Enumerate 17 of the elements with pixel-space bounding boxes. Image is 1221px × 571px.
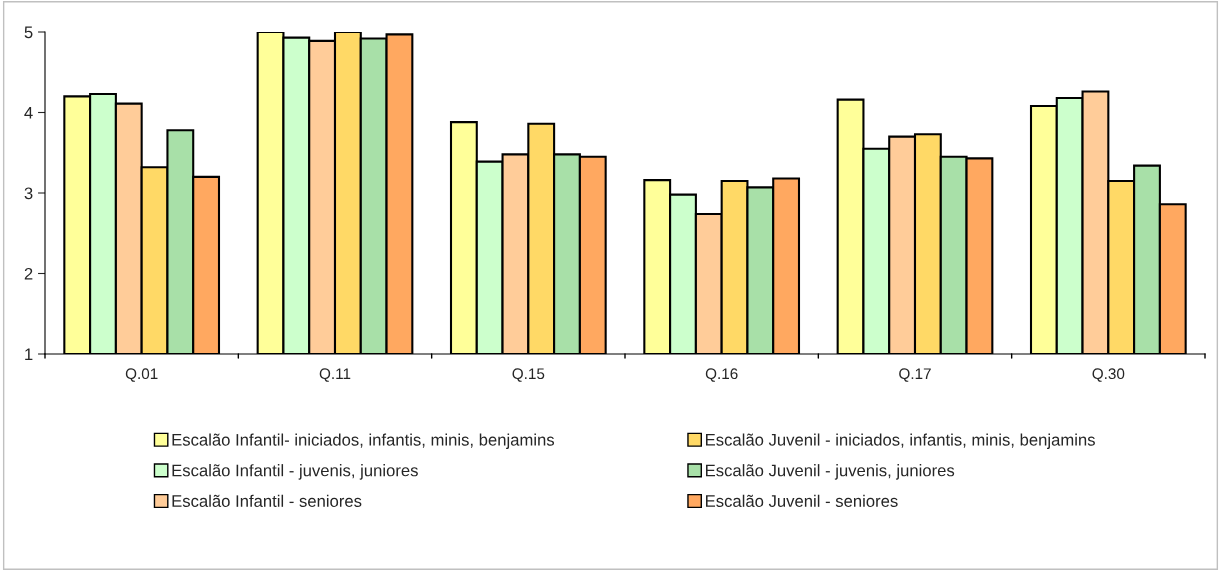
legend-label: Escalão Infantil- iniciados, infantis, minis, benjamins: [172, 433, 555, 450]
y-tick-label: 3: [24, 187, 33, 200]
x-tick-label: Q.17: [899, 368, 931, 382]
legend-label: Escalão Infantil - juvenis, juniores: [172, 464, 418, 480]
y-tick-label: 1: [25, 348, 33, 361]
y-tick-label: 2: [24, 267, 33, 280]
x-tick-label: Q.11: [319, 368, 351, 382]
legend-label: Escalão Juvenil - seniores: [706, 494, 898, 507]
legend-label: Escalão Juvenil - iniciados, infantis, minis, benjamins: [706, 433, 1095, 450]
legend-label: Escalão Juvenil - juvenis, juniores: [706, 464, 955, 480]
x-tick-label: Q.16: [705, 368, 738, 382]
legend-label: Escalão Infantil - seniores: [172, 494, 362, 507]
x-tick-label: Q.30: [1092, 368, 1125, 382]
x-tick-label: Q.01: [125, 368, 158, 382]
x-tick-label: Q.15: [512, 368, 545, 382]
y-tick-label: 4: [24, 107, 33, 119]
y-tick-label: 5: [24, 26, 33, 39]
